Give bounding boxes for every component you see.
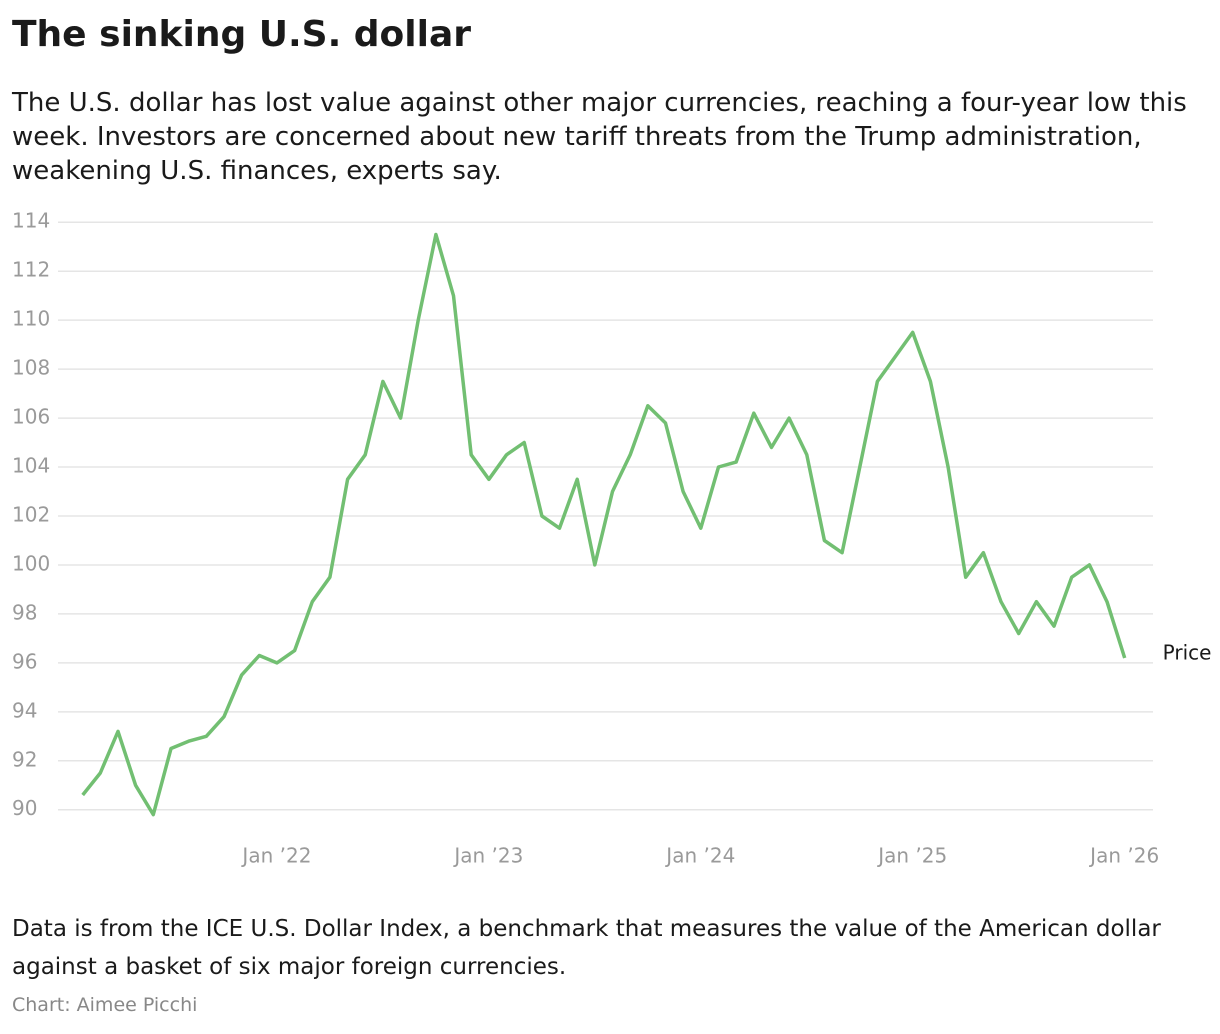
x-tick-label: Jan ’26 [1088,844,1159,868]
y-tick-label: 98 [12,600,37,624]
line-series [81,232,1127,817]
x-tick-label: Jan ’25 [876,844,947,868]
x-tick-label: Jan ’24 [664,844,735,868]
y-tick-label: 96 [12,649,37,673]
y-tick-label: 110 [12,307,50,331]
chart: 90 92 94 96 98 100 102 104 106 108 110 112 114 Jan ’2… [12,209,1212,868]
y-tick-label: 92 [12,747,37,771]
y-tick-label: 114 [12,209,50,233]
x-tick-label: Jan ’23 [452,844,523,868]
chart-title: The sinking U.S. dollar [12,14,472,55]
y-tick-label: 104 [12,454,50,478]
y-tick-label: 100 [12,551,50,575]
y-tick-label: 112 [12,258,50,282]
y-tick-label: 102 [12,502,50,526]
series-label: Price [1163,640,1212,664]
y-tick-label: 108 [12,356,50,380]
y-tick-label: 94 [12,698,37,722]
y-tick-label: 90 [12,796,37,820]
x-tick-label: Jan ’22 [240,844,311,868]
chart-subtitle: The U.S. dollar has lost value against o… [12,88,1187,186]
chart-credit: Chart: Aimee Picchi [12,994,198,1016]
chart-note: Data is from the ICE U.S. Dollar Index, … [12,916,1161,980]
y-tick-label: 106 [12,405,50,429]
